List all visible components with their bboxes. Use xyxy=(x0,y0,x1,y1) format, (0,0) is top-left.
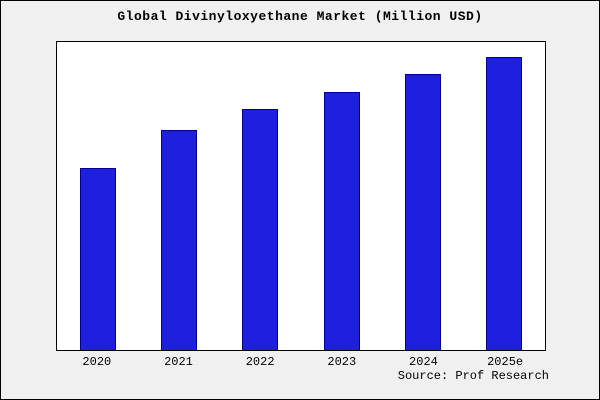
bar-2024 xyxy=(404,74,441,350)
bar-2022 xyxy=(242,109,279,350)
x-tick-label-2024: 2024 xyxy=(409,355,438,369)
x-tick-label-2022: 2022 xyxy=(245,355,275,369)
bar-2025e xyxy=(486,56,523,350)
bar-2023 xyxy=(323,91,360,350)
x-axis-labels: 2020 2021 2022 2023 2024 2025e xyxy=(56,355,546,369)
x-tick-label-2025e: 2025e xyxy=(487,355,524,369)
x-tick-label-2020: 2020 xyxy=(82,355,112,369)
bar-2021 xyxy=(160,130,197,350)
bars-container xyxy=(57,42,545,350)
bar-2020 xyxy=(79,168,116,350)
plot-area xyxy=(56,41,546,351)
chart-title: Global Divinyloxyethane Market (Million … xyxy=(117,9,483,24)
x-tick-label-2021: 2021 xyxy=(164,355,193,369)
source-text: Source: Prof Research xyxy=(397,369,549,383)
x-tick-label-2023: 2023 xyxy=(327,355,357,369)
